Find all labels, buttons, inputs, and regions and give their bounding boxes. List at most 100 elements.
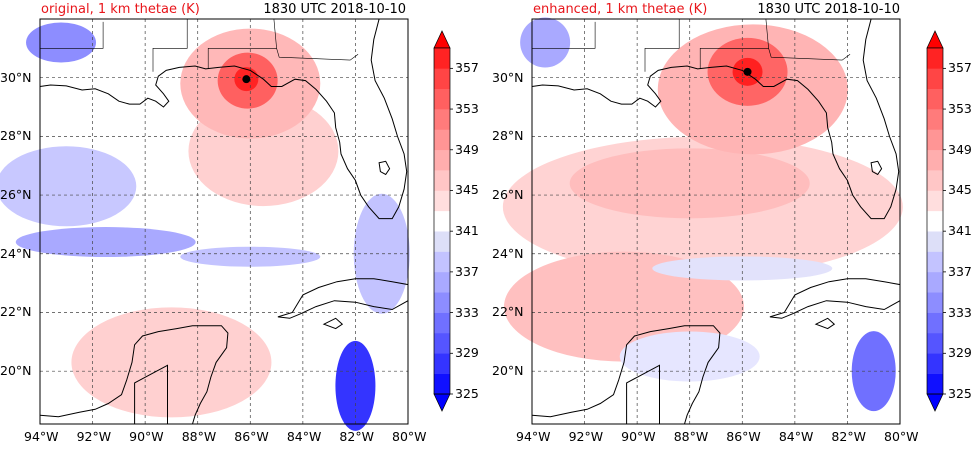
lon-tick-label: 88°W: [673, 429, 709, 444]
lat-tick-label: 20°N: [0, 363, 32, 379]
colorbar-tick-label: 333: [948, 304, 972, 320]
colorbar-segment: [434, 373, 450, 395]
colorbar-tick-label: 349: [948, 141, 972, 157]
colorbar-tick-label: 345: [455, 182, 479, 198]
colorbar-segment: [434, 312, 450, 334]
colorbar-segment: [434, 48, 450, 69]
left-panel-title: original, 1 km thetae (K): [41, 2, 200, 17]
state-borders: [40, 18, 359, 72]
colorbar-tick-label: 341: [948, 223, 972, 239]
colorbar-segment: [434, 149, 450, 171]
colorbar-tick-label: 357: [455, 60, 479, 76]
colorbar-segment: [927, 190, 943, 212]
colorbar-over-triangle: [433, 30, 451, 49]
lon-tick-label: 90°W: [621, 429, 656, 444]
colorbar-segment: [434, 109, 450, 130]
lat-tick-label: 26°N: [492, 187, 524, 203]
state-borders: [532, 18, 851, 72]
colorbar-segment: [434, 332, 450, 354]
lon-tick-label: 82°W: [831, 429, 866, 444]
lon-tick-label: 92°W: [568, 429, 604, 444]
colorbar-tick-label: 337: [455, 263, 479, 279]
lon-tick-label: 80°W: [884, 429, 919, 444]
lat-tick-label: 22°N: [492, 304, 524, 320]
colorbar-segment: [927, 129, 943, 151]
colorbar-tick-label: 341: [455, 223, 479, 239]
colorbar-segment: [434, 292, 450, 313]
lat-tick-label: 24°N: [0, 245, 32, 261]
lon-tick-label: 90°W: [129, 429, 164, 444]
colorbar-tick-label: 345: [948, 182, 972, 198]
colorbar-tick-label: 329: [455, 345, 479, 361]
colorbar-segment: [434, 129, 450, 151]
hurricane-eye-marker: [242, 75, 251, 84]
hurricane-eye-marker: [743, 67, 752, 76]
colorbar-tick-label: 353: [948, 101, 972, 117]
lat-tick-label: 24°N: [492, 245, 524, 261]
colorbar-segment: [434, 170, 450, 191]
colorbar-tick-label: 353: [455, 101, 479, 117]
lat-tick-label: 28°N: [0, 128, 32, 144]
colorbar-segment: [927, 292, 943, 313]
colorbar-segment: [927, 170, 943, 191]
colorbar-segment: [927, 88, 943, 110]
lon-tick-label: 86°W: [726, 429, 761, 444]
colorbar-segment: [434, 231, 450, 252]
lat-tick-label: 20°N: [492, 363, 524, 379]
map-frame: [531, 18, 901, 425]
lon-tick-label: 94°W: [516, 429, 551, 444]
left-map-panel: [0, 18, 410, 431]
colorbar-segment: [927, 210, 943, 232]
lat-tick-label: 26°N: [0, 187, 32, 203]
lat-tick-label: 30°N: [0, 69, 32, 85]
colorbar-segment: [927, 251, 943, 273]
colorbar-tick-label: 349: [455, 141, 479, 157]
colorbar-segment: [434, 68, 450, 90]
colorbar-segment: [434, 88, 450, 110]
lat-tick-label: 28°N: [492, 128, 524, 144]
colorbar-tick-label: 325: [455, 386, 479, 401]
thetae-field: [0, 22, 410, 431]
lon-tick-label: 82°W: [339, 429, 374, 444]
colorbar-outline: [926, 47, 944, 395]
colorbar-segment: [927, 373, 943, 395]
colorbar-segment: [434, 251, 450, 273]
left-colorbar: [433, 30, 453, 412]
colorbar-segment: [927, 48, 943, 69]
colorbar-segment: [927, 149, 943, 171]
colorbar-segment: [927, 332, 943, 354]
lon-tick-label: 88°W: [181, 429, 217, 444]
colorbar-tick-label: 325: [948, 386, 972, 401]
colorbar-segment: [927, 271, 943, 293]
map-frame: [39, 18, 409, 425]
lon-tick-label: 84°W: [778, 429, 814, 444]
colorbar-segment: [434, 190, 450, 212]
lon-tick-label: 80°W: [392, 429, 427, 444]
right-colorbar: [926, 30, 946, 412]
colorbar-segment: [434, 210, 450, 232]
colorbar-tick-label: 357: [948, 60, 972, 76]
colorbar-segment: [927, 109, 943, 130]
colorbar-under-triangle: [433, 393, 451, 412]
left-panel-valid-time: 1830 UTC 2018-10-10: [263, 2, 406, 17]
colorbar-tick-label: 333: [455, 304, 479, 320]
colorbar-under-triangle: [926, 393, 944, 412]
lon-tick-label: 84°W: [286, 429, 322, 444]
colorbar-tick-label: 329: [948, 345, 972, 361]
colorbar-segment: [927, 231, 943, 252]
lon-tick-label: 94°W: [24, 429, 59, 444]
colorbar-segment: [927, 312, 943, 334]
colorbar-segment: [927, 353, 943, 374]
colorbar-tick-label: 337: [948, 263, 972, 279]
colorbar-segment: [927, 68, 943, 90]
lon-tick-label: 86°W: [234, 429, 269, 444]
lat-tick-label: 30°N: [492, 69, 524, 85]
right-panel-valid-time: 1830 UTC 2018-10-10: [757, 2, 900, 17]
right-panel-title: enhanced, 1 km thetae (K): [533, 2, 708, 17]
colorbar-over-triangle: [926, 30, 944, 49]
colorbar-outline: [433, 47, 451, 395]
coastlines: [39, 18, 409, 425]
colorbar-segment: [434, 353, 450, 374]
lat-tick-label: 22°N: [0, 304, 32, 320]
right-map-panel: [502, 17, 903, 425]
